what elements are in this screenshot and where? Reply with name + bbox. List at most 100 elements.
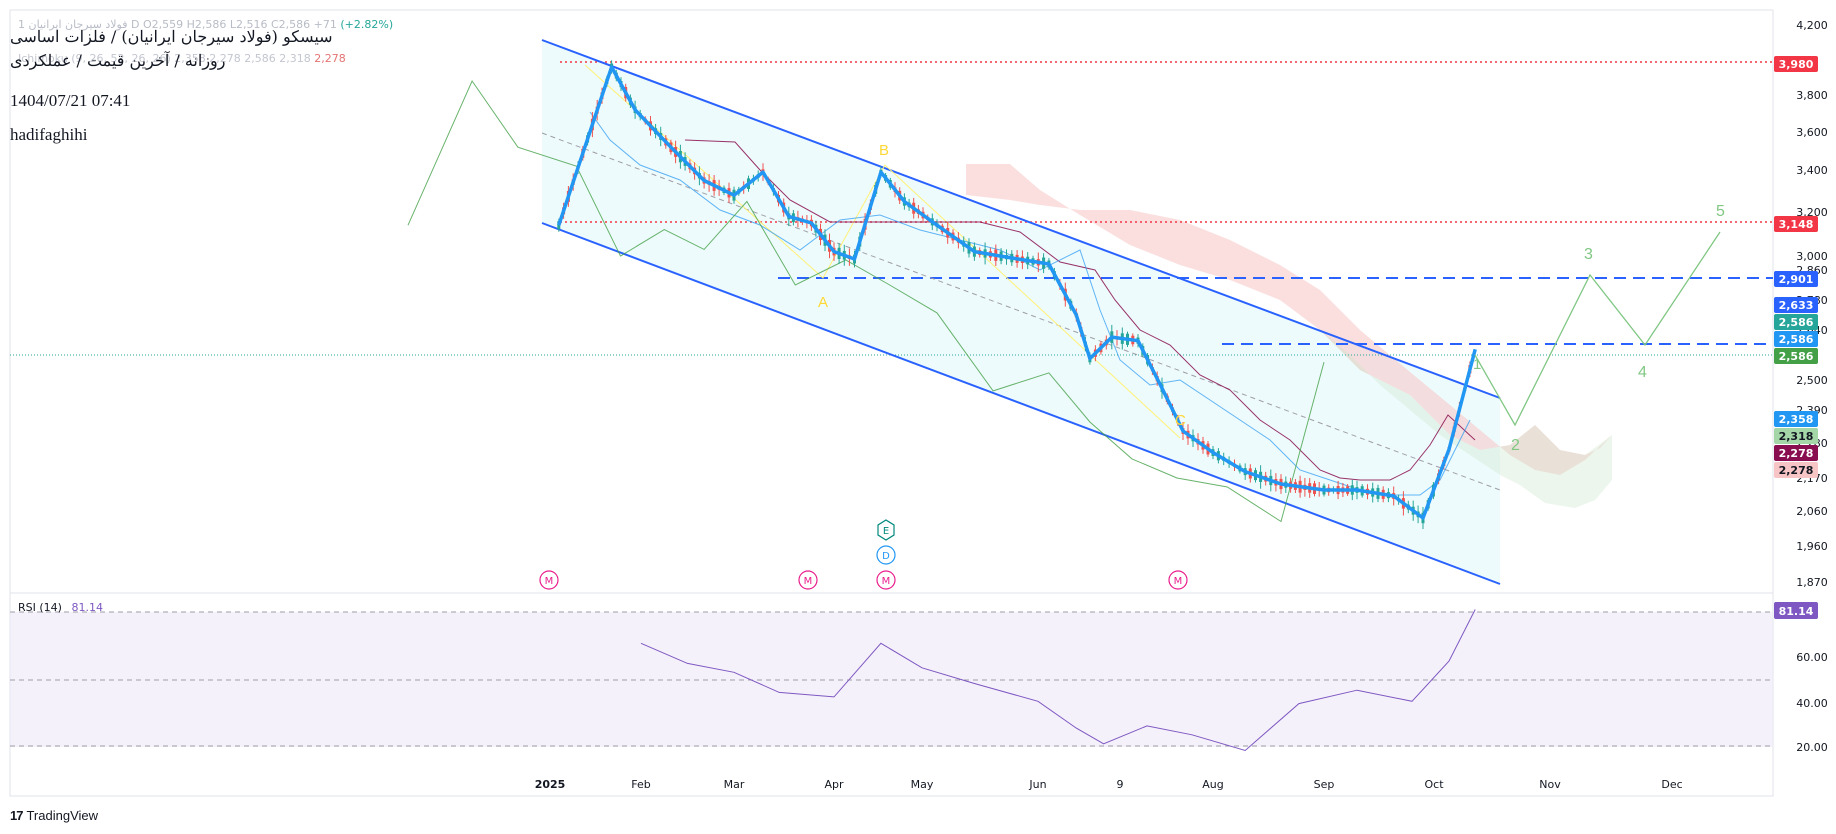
rsi-label-value: 81.14 [71, 601, 103, 614]
chart-subtitle: روزانه / آخرین قیمت / عملکردی [10, 51, 226, 70]
y-tick-label: 1,960 [1796, 540, 1828, 553]
price-tag-bg [1774, 331, 1818, 347]
ichimoku-cloud-bullish [1320, 330, 1612, 508]
wave-label-a: A [818, 294, 828, 311]
ohlc-change: (+2.82%) [340, 18, 394, 31]
event-marker-d[interactable]: D [876, 545, 896, 565]
price-tag-bg [1774, 56, 1818, 72]
event-marker-m-3[interactable]: M [876, 570, 896, 590]
svg-text:M: M [882, 576, 891, 587]
brand-name: TradingView [26, 808, 99, 823]
price-tag-bg [1774, 428, 1818, 444]
rsi-legend[interactable]: RSI (14) 81.14 [18, 601, 103, 614]
wave-label-b: B [879, 142, 889, 159]
x-tick-label: Nov [1539, 778, 1561, 791]
event-marker-e[interactable]: E [877, 519, 895, 541]
event-marker-m-2[interactable]: M [798, 570, 818, 590]
x-tick-label: Mar [724, 778, 745, 791]
price-tag-label: 2,586 [1779, 350, 1814, 363]
x-tick-label: 2025 [535, 778, 566, 791]
wave-label-4: 4 [1638, 364, 1647, 381]
event-marker-m-1[interactable]: M [539, 570, 559, 590]
event-marker-m-4[interactable]: M [1168, 570, 1188, 590]
chart-frame [9, 9, 1774, 797]
rsi-value-tag: 81.14 [1779, 605, 1814, 618]
svg-text:M: M [545, 576, 554, 587]
svg-text:M: M [1174, 576, 1183, 587]
ohlc-header: 1 فولاد سیرجان ایرانیان D O2,559 H2,586 … [18, 18, 393, 31]
ichimoku-last: 2,278 [314, 52, 346, 65]
price-tag-label: 2,633 [1779, 299, 1814, 312]
price-tag-label: 2,318 [1779, 430, 1814, 443]
x-tick-label: Feb [631, 778, 650, 791]
wave-label-1: 1 [1473, 356, 1481, 373]
price-tag-label: 3,980 [1779, 58, 1814, 71]
y-tick-label: 3,400 [1796, 164, 1828, 177]
rsi-value-tag-bg [1774, 602, 1818, 619]
y-tick-label: 4,200 [1796, 19, 1828, 32]
svg-text:E: E [883, 526, 889, 537]
channel-fill [542, 40, 1500, 584]
price-tag-bg [1774, 297, 1818, 313]
channel-lower-line[interactable] [541, 222, 1501, 585]
ichimoku-cloud-bearish [966, 164, 1612, 475]
ichimoku-values: Ichimoku (9, 26, 52, 26, 26) 2,358 2,278… [18, 52, 311, 65]
lagging-span-line [407, 79, 1325, 523]
ohlc-values: 1 فولاد سیرجان ایرانیان D O2,559 H2,586 … [18, 18, 337, 31]
price-tag-label: 2,586 [1779, 333, 1814, 346]
y-tick-label: 3,000 [1796, 250, 1828, 263]
x-tick-label: Apr [824, 778, 844, 791]
price-tag-bg [1774, 348, 1818, 364]
wave-label-2: 2 [1511, 437, 1520, 454]
timestamp: 1404/07/21 07:41 [10, 91, 131, 110]
price-tag-bg [1774, 314, 1818, 330]
x-tick-label: 9 [1117, 778, 1124, 791]
x-axis[interactable]: 2025 Feb Mar Apr May Jun 9 Aug Sep Oct Nov Dec [535, 778, 1683, 791]
price-tag-bg [1774, 411, 1818, 427]
y-tick-label: 3,600 [1796, 126, 1828, 139]
projected-wave-line[interactable] [1474, 231, 1721, 427]
price-tag-label: 2,586 [1779, 316, 1814, 329]
tradingview-brand[interactable]: 17 TradingView [10, 808, 98, 823]
author-name: hadifaghihi [10, 125, 88, 144]
price-tag-label: 2,901 [1779, 273, 1814, 286]
price-tag-bg [1774, 462, 1818, 478]
y-tick-label: 2,060 [1796, 505, 1828, 518]
ichimoku-legend[interactable]: Ichimoku (9, 26, 52, 26, 26) 2,358 2,278… [18, 52, 346, 65]
y-tick-label: 3,200 [1796, 206, 1828, 219]
x-tick-label: Jun [1028, 778, 1046, 791]
price-tags: 3,980 3,148 2,901 2,633 2,586 2,586 2,586 2,358… [1774, 56, 1818, 478]
y-tick-label: 1,870 [1796, 576, 1828, 589]
title-block: سیسکو (فولاد سیرجان ایرانیان) / فلزات اس… [10, 25, 333, 145]
rsi-line[interactable] [640, 609, 1476, 752]
price-tag-bg [1774, 445, 1818, 461]
price-line[interactable] [557, 65, 1477, 520]
price-tag-label: 3,148 [1779, 218, 1814, 231]
wave-label-3: 3 [1584, 246, 1593, 263]
price-tag-label: 2,278 [1779, 464, 1814, 477]
x-tick-label: Aug [1202, 778, 1223, 791]
y-tick-label: 2,500 [1796, 374, 1828, 387]
svg-text:D: D [882, 551, 890, 562]
kijun-line [684, 139, 1476, 481]
rsi-label-text: RSI (14) [18, 601, 62, 614]
x-tick-label: Sep [1314, 778, 1335, 791]
wave-label-5: 5 [1716, 203, 1725, 220]
price-tag-bg [1774, 271, 1818, 287]
svg-text:M: M [804, 576, 813, 587]
wave-label-c: C [1175, 412, 1186, 429]
x-tick-label: May [911, 778, 934, 791]
x-tick-label: Oct [1424, 778, 1444, 791]
x-tick-label: Dec [1661, 778, 1682, 791]
price-tag-bg [1774, 216, 1818, 232]
channel-upper-line[interactable] [541, 39, 1501, 399]
rsi-tick-60: 60.00 [1796, 651, 1828, 664]
chart-title: سیسکو (فولاد سیرجان ایرانیان) / فلزات اس… [10, 27, 333, 46]
y-tick-label: 3,800 [1796, 89, 1828, 102]
tradingview-logo-icon: 17 [10, 808, 24, 823]
rsi-tick-40: 40.00 [1796, 697, 1828, 710]
rsi-tick-20: 20.00 [1796, 741, 1828, 754]
price-tag-label: 2,278 [1779, 447, 1814, 460]
price-tag-label: 2,358 [1779, 413, 1814, 426]
